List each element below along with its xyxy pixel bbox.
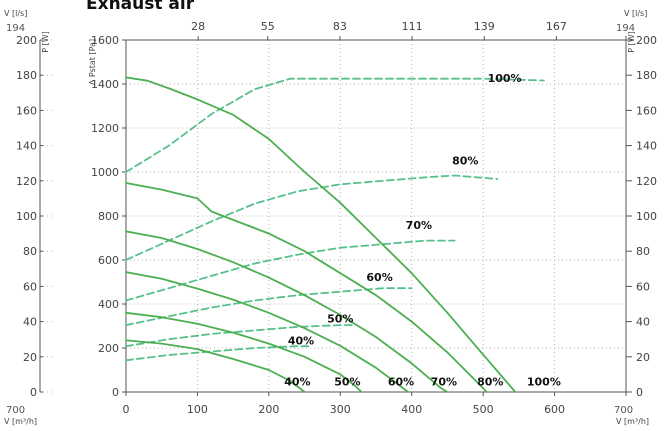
right-top-unit: V [l/s] (624, 9, 647, 18)
power-curve-60pct (125, 287, 413, 326)
pressure-curve-40pct (125, 339, 306, 393)
chart-title: Exhaust air (86, 0, 195, 14)
curve-label: 70% (431, 375, 457, 388)
pressure-tick-label: 0 (112, 386, 119, 399)
curve-label: 100% (488, 72, 522, 85)
pressure-tick-label: 1600 (91, 34, 119, 47)
pressure-curve-100pct (125, 76, 517, 393)
flow-tick-label: 200 (258, 403, 279, 416)
power-right-tick-label: 0 (636, 386, 643, 399)
top-tick-label: 167 (546, 20, 567, 33)
top-tick-label: 139 (474, 20, 495, 33)
power-left-tick-label: 20 (23, 351, 37, 364)
curve-labels: 100% 80% 70% 60% 50% 40% 40% 50% 60% 70% 80% 100% (284, 72, 561, 389)
power-right-tick-label: 180 (636, 69, 657, 82)
pressure-axis-label: Δ Pstat [Pa] (88, 39, 97, 85)
curve-label: 80% (477, 375, 503, 388)
power-curve-50pct (125, 324, 356, 348)
flow-tick-label: 600 (544, 403, 565, 416)
power-curve-70pct (125, 239, 456, 302)
pressure-tick-label: 400 (98, 298, 119, 311)
left-top-unit: V [l/s] (4, 9, 27, 18)
power-right-tick-label: 120 (636, 175, 657, 188)
right-bottom-corner-value: 700 (614, 405, 633, 416)
right-top-corner-value: 194 (616, 23, 635, 34)
flow-tick-label: 300 (330, 403, 351, 416)
power-right-tick-label: 160 (636, 104, 657, 117)
flow-tick-label: 500 (473, 403, 494, 416)
pressure-curves (125, 76, 517, 393)
power-left-tick-label: 80 (23, 245, 37, 258)
left-top-corner-value: 194 (6, 23, 25, 34)
power-curve-100pct (125, 77, 545, 173)
power-left-tick-label: 120 (16, 175, 37, 188)
power-right-tick-label: 100 (636, 210, 657, 223)
pressure-curve-60pct (125, 271, 409, 393)
power-right-tick-label: 140 (636, 140, 657, 153)
curve-label: 50% (334, 375, 360, 388)
right-bottom-unit: V [m³/h] (616, 417, 649, 426)
power-curve-80pct (125, 174, 499, 261)
power-left-tick-label: 180 (16, 69, 37, 82)
power-right-tick-label: 20 (636, 351, 650, 364)
pressure-tick-label: 1200 (91, 122, 119, 135)
curve-label: 60% (366, 271, 392, 284)
grid (43, 39, 626, 393)
flow-tick-label: 400 (401, 403, 422, 416)
pressure-curve-80pct (125, 182, 488, 393)
curve-label: 70% (406, 219, 432, 232)
left-bottom-corner-value: 700 (6, 405, 25, 416)
power-left-tick-label: 100 (16, 210, 37, 223)
flow-tick-label: 100 (187, 403, 208, 416)
power-right-tick-label: 60 (636, 280, 650, 293)
curve-label: 60% (388, 375, 414, 388)
pressure-tick-label: 1400 (91, 78, 119, 91)
top-tick-label: 28 (191, 20, 205, 33)
pressure-tick-label: 1000 (91, 166, 119, 179)
curve-label: 100% (527, 375, 561, 388)
power-axis-left-label: P [W] (41, 31, 50, 53)
curve-label: 40% (284, 375, 310, 388)
top-tick-label: 111 (402, 20, 423, 33)
pressure-tick-label: 800 (98, 210, 119, 223)
power-left-tick-label: 60 (23, 280, 37, 293)
power-curve-40pct (125, 345, 313, 362)
power-right-tick-label: 80 (636, 245, 650, 258)
power-left-tick-label: 200 (16, 34, 37, 47)
power-left-tick-label: 160 (16, 104, 37, 117)
pressure-curve-50pct (125, 311, 363, 393)
power-left-tick-label: 140 (16, 140, 37, 153)
curve-label: 40% (288, 335, 314, 348)
power-right-tick-label: 40 (636, 316, 650, 329)
curve-label: 80% (452, 154, 478, 167)
power-right-tick-label: 200 (636, 34, 657, 47)
pressure-curve-70pct (125, 230, 449, 393)
left-bottom-unit: V [m³/h] (4, 417, 37, 426)
top-tick-label: 55 (261, 20, 275, 33)
pressure-tick-label: 200 (98, 342, 119, 355)
power-left-tick-label: 0 (30, 386, 37, 399)
top-tick-label: 83 (333, 20, 347, 33)
power-axis-right-label: P [W] (627, 31, 636, 53)
power-left-tick-label: 40 (23, 316, 37, 329)
curve-label: 50% (327, 313, 353, 326)
pressure-tick-label: 600 (98, 254, 119, 267)
flow-tick-label: 0 (123, 403, 130, 416)
